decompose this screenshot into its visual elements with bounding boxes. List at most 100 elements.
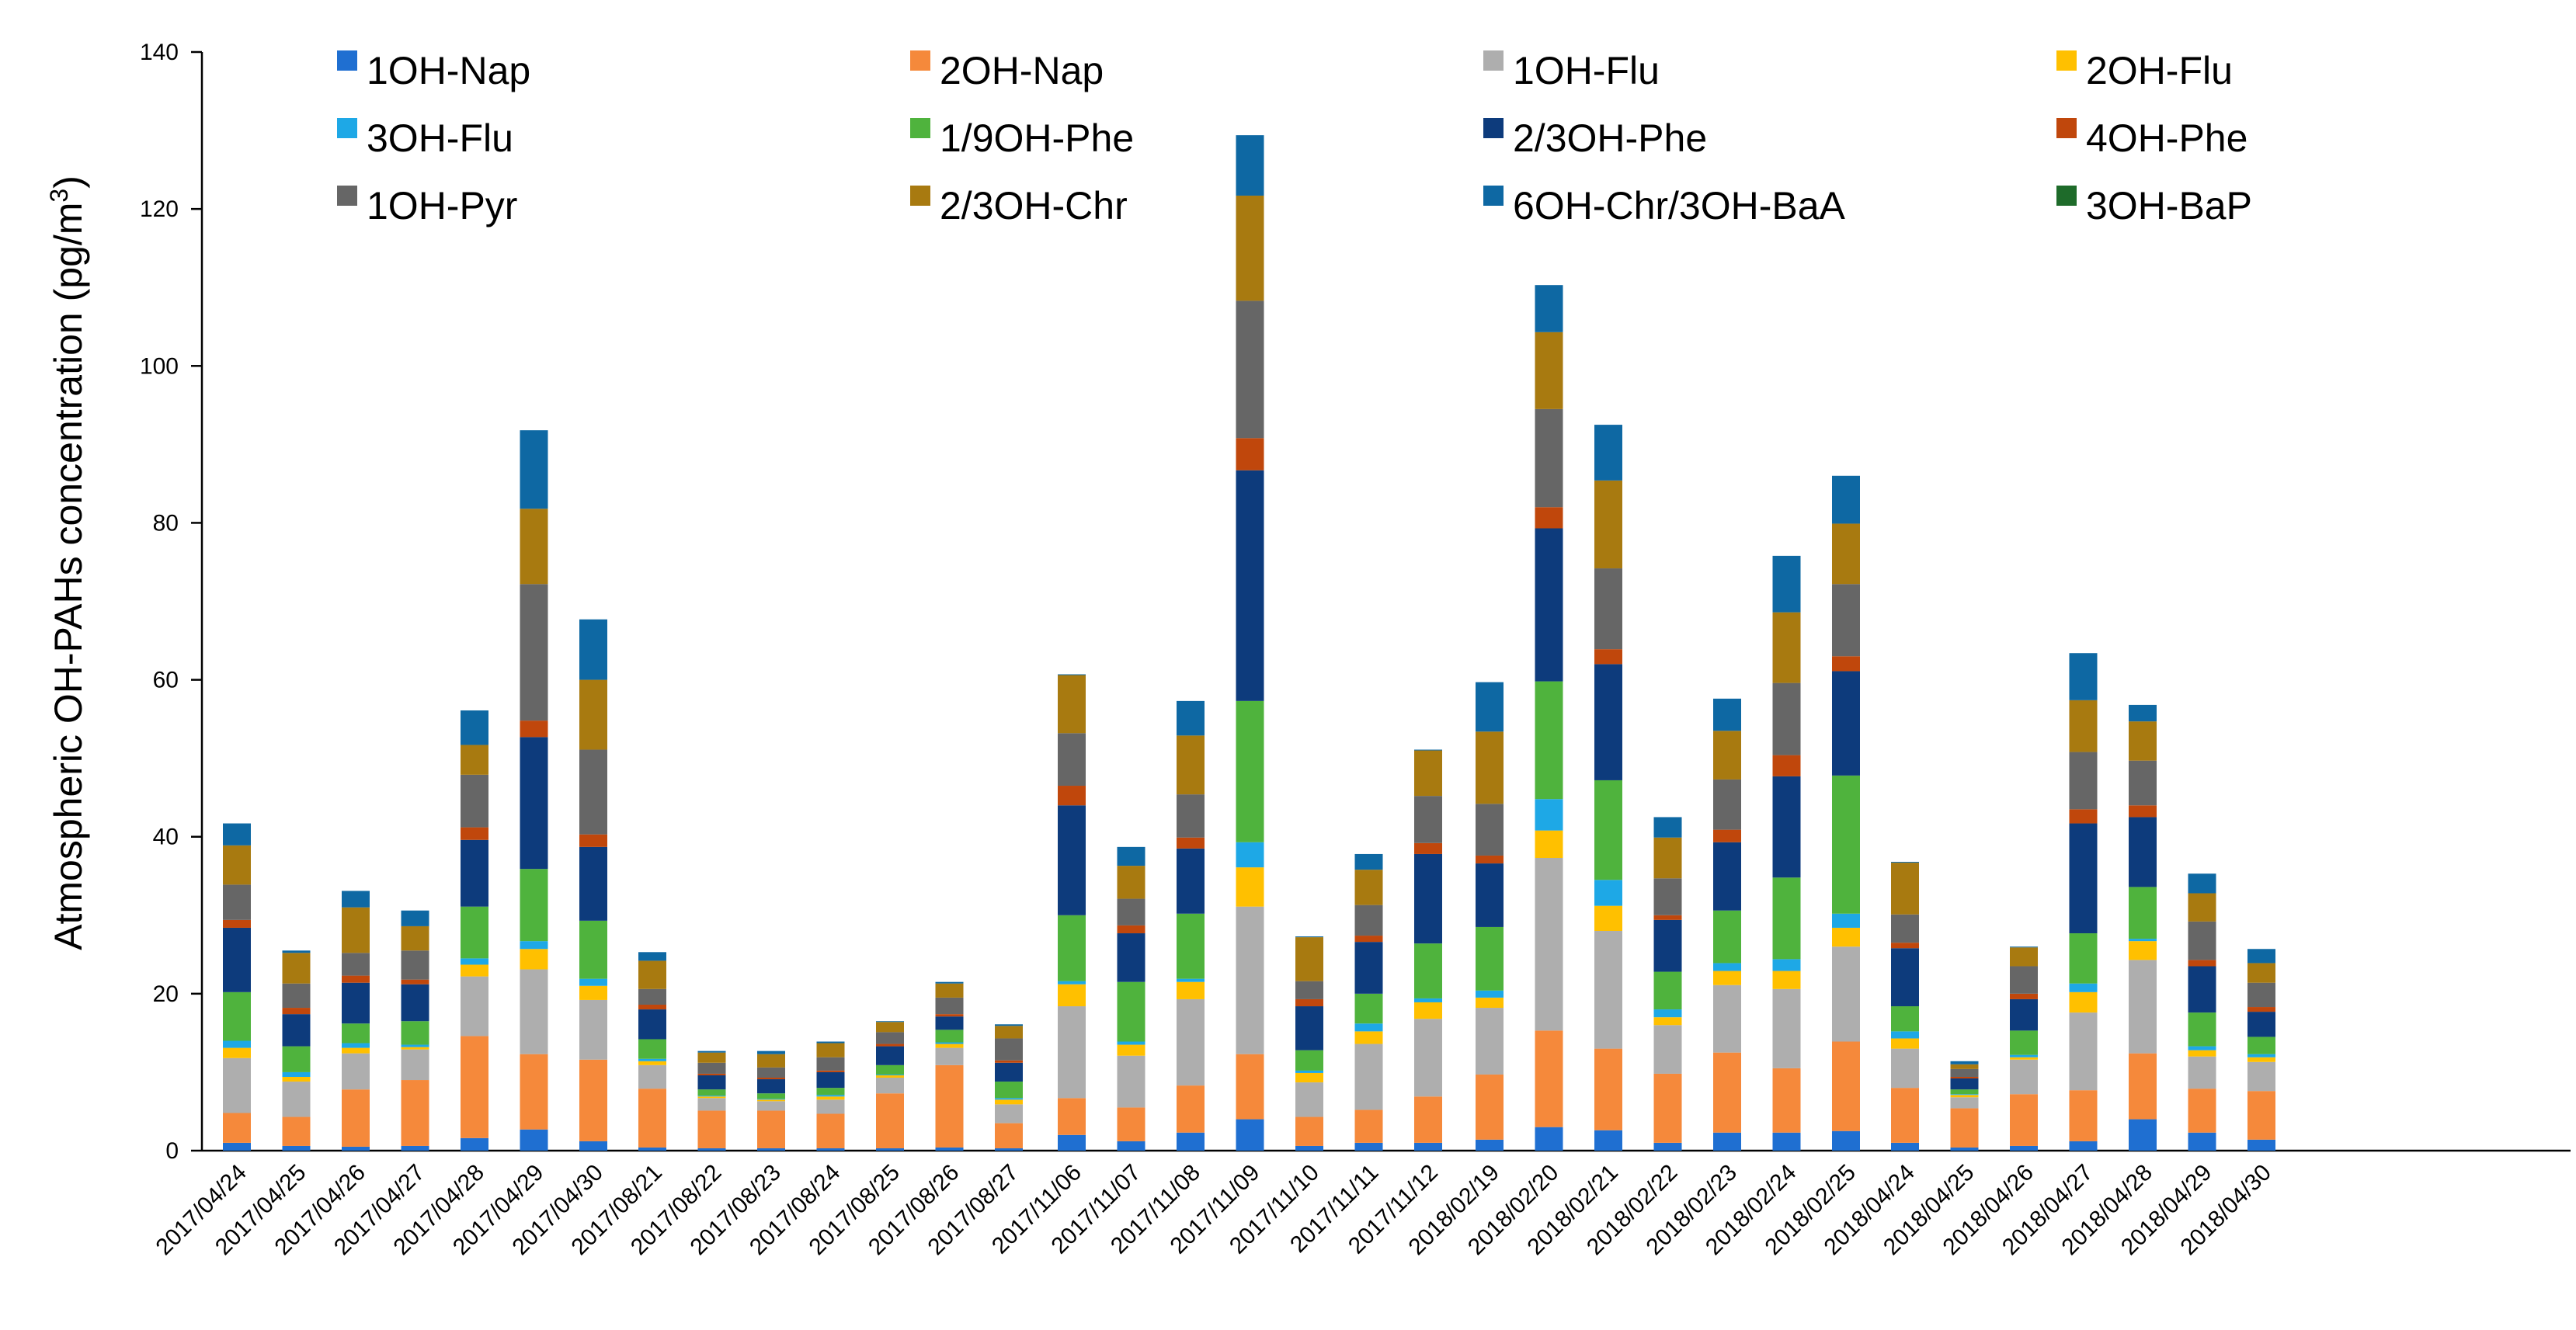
bar-segment-2oh-nap — [1058, 1098, 1086, 1135]
bar-segment-2oh-flu — [342, 1047, 370, 1054]
bar-segment-1-9oh-phe — [1535, 681, 1563, 800]
bar-segment-1oh-flu — [995, 1104, 1023, 1123]
legend-label: 3OH-BaP — [2086, 184, 2252, 227]
bar-segment-4oh-phe — [1713, 829, 1741, 842]
bar-segment-2oh-flu — [2247, 1057, 2275, 1062]
bar-segment-6oh-chr-3oh-baa — [1594, 425, 1622, 481]
bar-segment-2-3oh-chr — [876, 1022, 904, 1033]
bar-segment-2-3oh-chr — [1535, 332, 1563, 409]
bar-segment-2oh-flu — [1354, 1031, 1383, 1044]
bar-segment-2-3oh-phe — [1535, 528, 1563, 682]
bar-segment-1-9oh-phe — [461, 906, 488, 959]
bar-segment-1-9oh-phe — [1117, 981, 1145, 1042]
bar-segment-1oh-pyr — [638, 988, 666, 1005]
legend-swatch — [337, 118, 357, 138]
bar-segment-2-3oh-chr — [461, 745, 488, 775]
bar-segment-2oh-nap — [1236, 1054, 1264, 1120]
y-axis-title-end: ) — [47, 175, 90, 189]
bar-segment-4oh-phe — [579, 834, 607, 847]
bar-segment-1oh-pyr — [520, 584, 548, 721]
bar-segment-2-3oh-phe — [757, 1079, 785, 1094]
bar-segment-4oh-phe — [461, 827, 488, 840]
bar-segment-2oh-nap — [1891, 1088, 1919, 1143]
bar-segment-2-3oh-phe — [1414, 853, 1442, 944]
legend-swatch — [1483, 186, 1504, 206]
bar-segment-4oh-phe — [1476, 855, 1504, 864]
bar-segment-1oh-nap — [401, 1145, 429, 1151]
bar-segment-1oh-pyr — [1058, 733, 1086, 787]
bar-segment-1-9oh-phe — [995, 1082, 1023, 1099]
bar-segment-1oh-nap — [1950, 1147, 1979, 1151]
bar-segment-1-9oh-phe — [1295, 1050, 1323, 1071]
bar-segment-2-3oh-phe — [1950, 1078, 1979, 1090]
bar-segment-1oh-nap — [638, 1147, 666, 1151]
legend-label: 1OH-Nap — [367, 49, 530, 92]
bar-segment-2-3oh-chr — [697, 1052, 726, 1063]
bar-segment-2-3oh-chr — [223, 845, 251, 885]
bar-segment-4oh-phe — [1236, 438, 1264, 471]
bar-segment-2oh-nap — [1177, 1085, 1205, 1133]
bar-segment-1oh-nap — [935, 1147, 964, 1151]
bar-segment-1-9oh-phe — [2188, 1012, 2216, 1047]
bar-segment-2oh-flu — [1117, 1044, 1145, 1056]
bar-segment-2-3oh-chr — [1117, 866, 1145, 899]
bar-segment-1oh-nap — [697, 1148, 726, 1151]
bar-segment-1oh-pyr — [995, 1038, 1023, 1061]
y-tick-label: 0 — [165, 1138, 179, 1164]
bar-segment-1-9oh-phe — [1354, 993, 1383, 1024]
bar-segment-2-3oh-phe — [1236, 470, 1264, 701]
bar-segment-1-9oh-phe — [1891, 1006, 1919, 1032]
bar-segment-2-3oh-chr — [1594, 480, 1622, 569]
y-tick-label: 60 — [153, 668, 179, 693]
bar-segment-4oh-phe — [1295, 998, 1323, 1007]
bar-segment-1-9oh-phe — [2247, 1037, 2275, 1054]
bar-segment-2-3oh-phe — [223, 927, 251, 992]
bar-segment-2-3oh-phe — [995, 1062, 1023, 1082]
bar-segment-1oh-pyr — [1950, 1068, 1979, 1077]
bar-segment-4oh-phe — [1772, 755, 1801, 776]
bar-segment-2oh-flu — [1476, 997, 1504, 1009]
bar-segment-4oh-phe — [1594, 649, 1622, 665]
bar-segment-6oh-chr-3oh-baa — [579, 619, 607, 680]
bar-segment-2oh-flu — [401, 1047, 429, 1050]
bar-segment-2oh-flu — [1414, 1002, 1442, 1019]
bar-segment-1-9oh-phe — [1414, 943, 1442, 998]
bar-segment-2oh-nap — [223, 1113, 251, 1143]
bar-segment-2oh-nap — [1594, 1048, 1622, 1130]
bar-segment-6oh-chr-3oh-baa — [995, 1024, 1023, 1026]
legend-swatch — [910, 118, 930, 138]
bar-segment-3oh-flu — [520, 941, 548, 950]
bar-segment-2-3oh-phe — [1058, 805, 1086, 915]
bar-segment-3oh-flu — [1476, 990, 1504, 998]
bar-segment-2oh-flu — [935, 1044, 964, 1048]
bar-segment-1-9oh-phe — [579, 920, 607, 979]
bar-segment-3oh-flu — [342, 1043, 370, 1048]
bar-segment-2-3oh-chr — [2247, 963, 2275, 983]
bar-segment-1oh-pyr — [1594, 568, 1622, 650]
bar-segment-6oh-chr-3oh-baa — [638, 952, 666, 961]
bar-segment-2-3oh-phe — [2188, 966, 2216, 1013]
bar-segment-2-3oh-phe — [1832, 671, 1860, 776]
bar-segment-6oh-chr-3oh-baa — [1476, 682, 1504, 732]
bar-segment-6oh-chr-3oh-baa — [1772, 555, 1801, 613]
bar-segment-2oh-nap — [2247, 1091, 2275, 1140]
bar-segment-2oh-nap — [401, 1080, 429, 1146]
bar-segment-6oh-chr-3oh-baa — [757, 1050, 785, 1054]
bar-segment-1oh-pyr — [461, 774, 488, 828]
bar-segment-3oh-flu — [1117, 1041, 1145, 1045]
bar-segment-1oh-flu — [757, 1101, 785, 1111]
bar-segment-1oh-nap — [876, 1148, 904, 1151]
bar-segment-2-3oh-phe — [935, 1016, 964, 1030]
legend-label: 2/3OH-Phe — [1513, 116, 1707, 160]
bar-segment-4oh-phe — [697, 1073, 726, 1075]
bar-segment-1-9oh-phe — [935, 1030, 964, 1043]
bar-segment-2oh-nap — [816, 1113, 845, 1148]
bar-segment-3oh-flu — [2188, 1046, 2216, 1050]
bar-segment-1oh-flu — [401, 1049, 429, 1081]
bar-segment-1-9oh-phe — [1832, 775, 1860, 914]
legend-swatch — [2056, 118, 2077, 138]
bar-segment-2oh-nap — [1713, 1052, 1741, 1133]
y-tick-label: 80 — [153, 510, 179, 536]
bar-segment-3oh-flu — [1713, 963, 1741, 971]
bar-segment-2oh-flu — [579, 985, 607, 1000]
